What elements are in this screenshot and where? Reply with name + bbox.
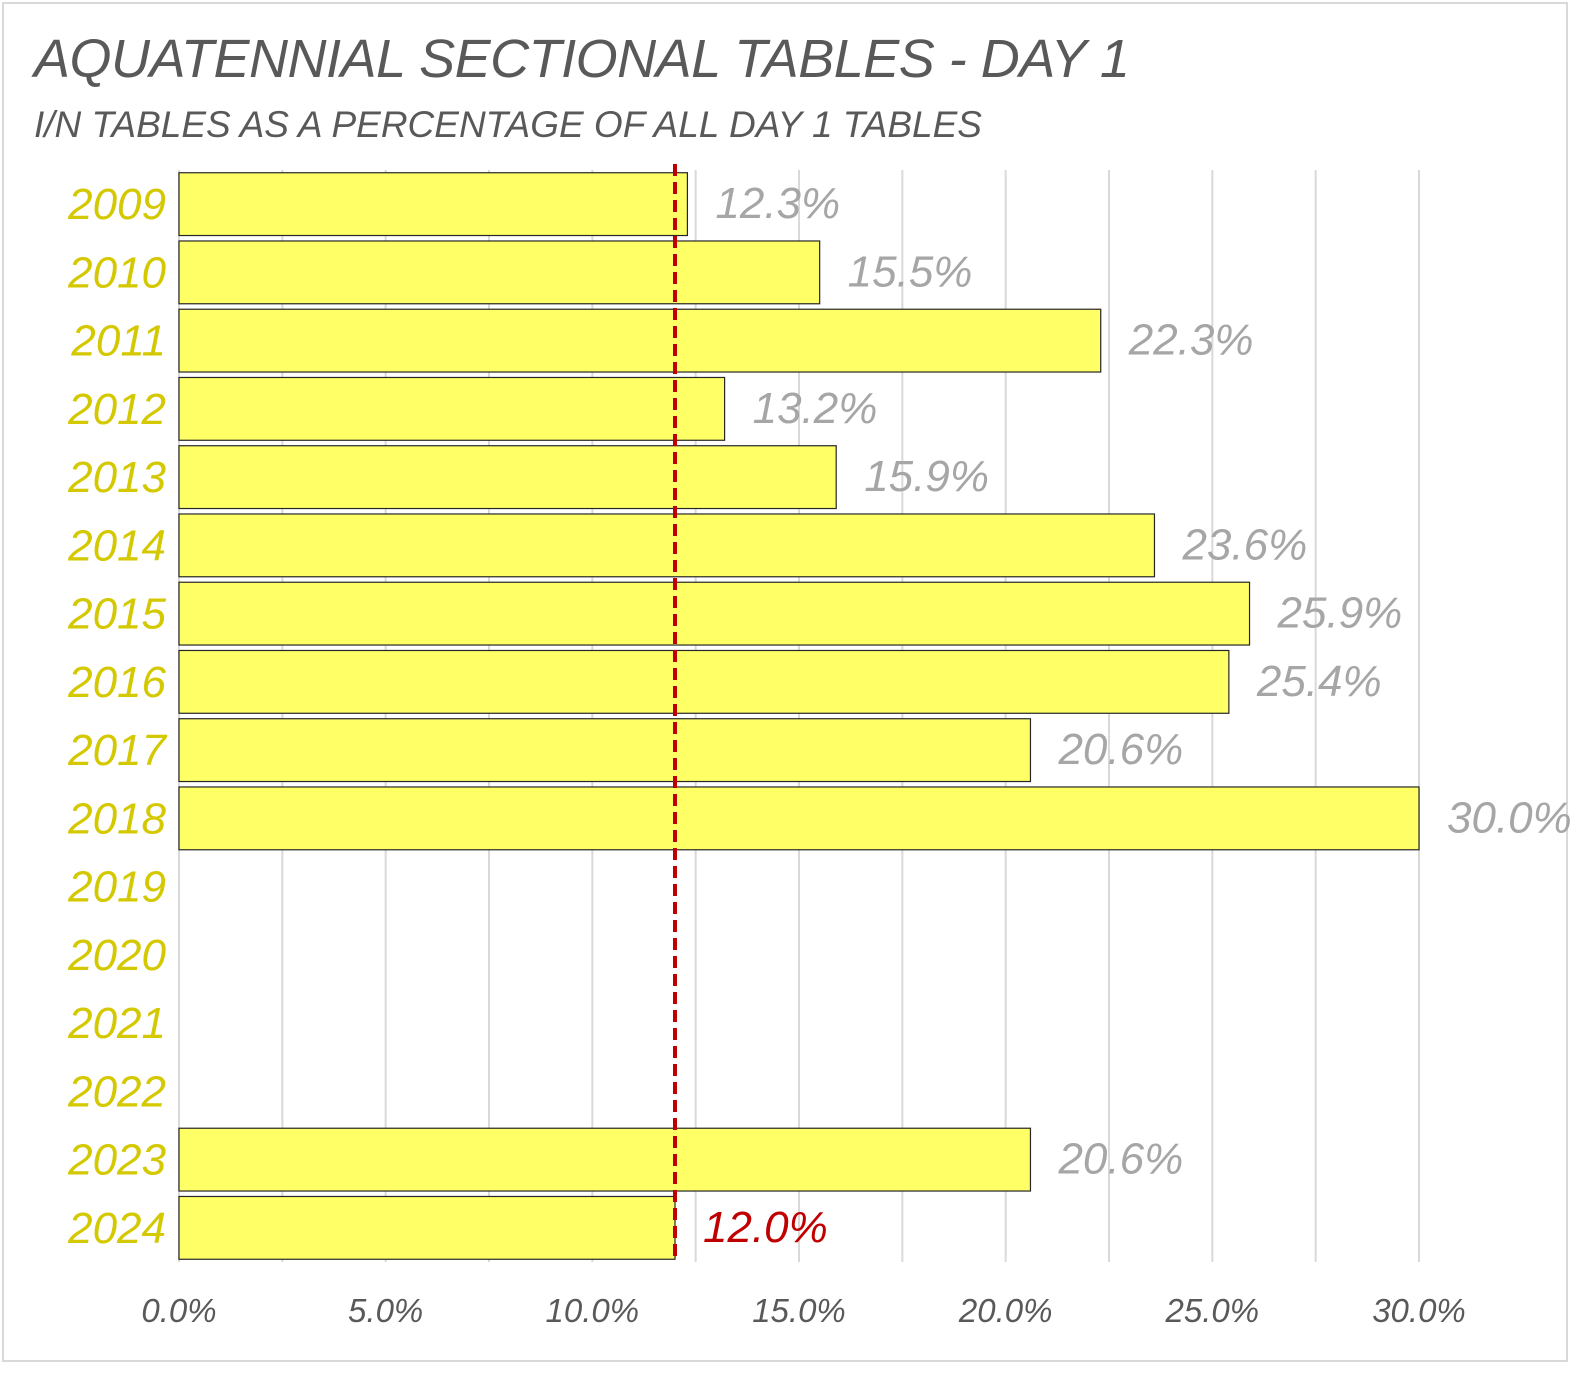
bar-2015 xyxy=(178,581,1251,646)
data-label: 20.6% xyxy=(1057,725,1183,774)
data-label: 23.6% xyxy=(1181,520,1307,569)
bar-2011 xyxy=(178,308,1102,373)
data-label: 25.9% xyxy=(1277,589,1403,638)
category-label: 2022 xyxy=(67,1067,166,1116)
bar-2023 xyxy=(178,1127,1032,1192)
category-label: 2021 xyxy=(67,999,166,1048)
category-label: 2016 xyxy=(67,658,166,707)
data-label: 12.3% xyxy=(715,179,840,228)
category-label: 2020 xyxy=(67,931,166,980)
x-tick-label: 20.0% xyxy=(958,1292,1053,1329)
category-label: 2010 xyxy=(67,248,166,297)
category-label: 2023 xyxy=(67,1136,166,1185)
bar-2013 xyxy=(178,445,837,510)
data-label: 15.9% xyxy=(864,452,989,501)
bar-2017 xyxy=(178,718,1032,783)
category-label: 2015 xyxy=(67,590,166,639)
bar-2016 xyxy=(178,649,1230,714)
data-label: 15.5% xyxy=(848,247,973,296)
category-label: 2013 xyxy=(67,453,166,502)
data-label: 30.0% xyxy=(1447,793,1572,842)
bar-2012 xyxy=(178,376,726,441)
bar-2014 xyxy=(178,513,1156,578)
x-tick-label: 15.0% xyxy=(752,1292,846,1329)
x-tick-label: 0.0% xyxy=(141,1292,216,1329)
category-label: 2018 xyxy=(67,794,166,843)
category-labels: 2009 2010 2011 2012 2013 2014 2015 2016 2017 2018… xyxy=(67,180,167,1253)
data-labels: 12.3%15.5% 22.3% 13.2% 15.9% 23.6% 25.9% 25.4%… xyxy=(703,179,1572,1252)
data-label: 25.4% xyxy=(1256,657,1382,706)
x-tick-label: 30.0% xyxy=(1372,1292,1466,1329)
category-label: 2009 xyxy=(67,180,166,229)
data-label: 20.6% xyxy=(1057,1135,1183,1184)
chart-subtitle: I/N TABLES AS A PERCENTAGE OF ALL DAY 1 … xyxy=(34,104,982,145)
category-label: 2019 xyxy=(67,863,166,912)
data-label: 22.3% xyxy=(1128,316,1254,365)
bar-2010 xyxy=(178,240,821,305)
category-label: 2012 xyxy=(67,385,166,434)
bar-2024 xyxy=(178,1195,676,1260)
x-tick-label: 25.0% xyxy=(1165,1292,1260,1329)
bars xyxy=(178,172,1420,1260)
data-label: 12.0% xyxy=(703,1203,828,1252)
bar-2009 xyxy=(178,172,688,237)
category-label: 2011 xyxy=(70,317,166,366)
x-tick-labels: 0.0% 5.0% 10.0% 15.0% 20.0% 25.0% 30.0% xyxy=(141,1292,1465,1329)
category-label: 2014 xyxy=(67,521,166,570)
x-tick-label: 5.0% xyxy=(348,1292,423,1329)
category-label: 2024 xyxy=(67,1204,166,1253)
category-label: 2017 xyxy=(67,726,167,775)
x-tick-label: 10.0% xyxy=(546,1292,640,1329)
data-label: 13.2% xyxy=(753,384,878,433)
chart-title: AQUATENNIAL SECTIONAL TABLES - DAY 1 xyxy=(34,29,1130,89)
bar-2018 xyxy=(178,786,1420,851)
